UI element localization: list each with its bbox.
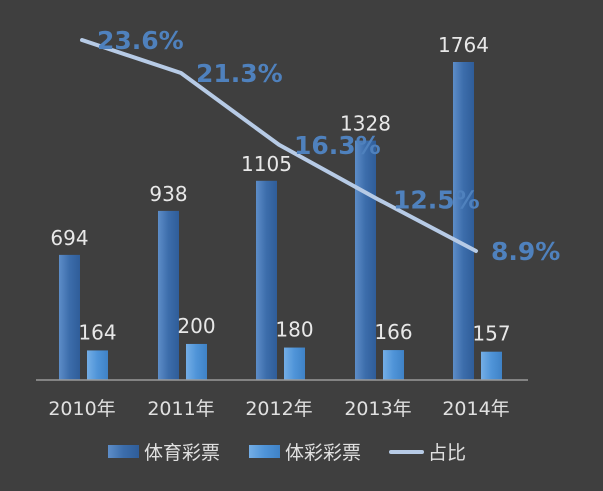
data-label-s1-4: 157 <box>472 322 510 346</box>
bar-体彩彩票-3 <box>383 350 404 380</box>
data-label-s2-1: 21.3% <box>196 59 283 88</box>
legend-label-2: 占比 <box>428 442 466 464</box>
data-label-s0-0: 694 <box>50 226 88 250</box>
line-series-占比 <box>80 38 478 253</box>
legend-label-0: 体育彩票 <box>144 442 220 464</box>
bar-体彩彩票-0 <box>87 350 108 380</box>
legend-swatch-1 <box>249 445 280 458</box>
bar-体育彩票-3 <box>355 140 376 380</box>
x-tick-label-3: 2013年 <box>344 398 411 420</box>
data-label-s1-1: 200 <box>177 314 215 338</box>
x-tick-label-4: 2014年 <box>442 398 509 420</box>
data-label-s0-1: 938 <box>149 182 187 206</box>
data-label-s1-2: 180 <box>275 318 313 342</box>
data-label-s2-0: 23.6% <box>97 26 184 55</box>
bar-体彩彩票-4 <box>481 351 502 380</box>
data-label-s1-3: 166 <box>374 320 412 344</box>
x-tick-label-0: 2010年 <box>48 398 115 420</box>
data-label-s0-4: 1764 <box>438 33 489 57</box>
bar-体育彩票-2 <box>256 180 277 380</box>
bar-体彩彩票-2 <box>284 347 305 380</box>
line-layer <box>80 38 478 253</box>
bar-体彩彩票-1 <box>186 343 207 380</box>
data-label-s2-2: 16.3% <box>294 131 381 160</box>
legend-label-1: 体彩彩票 <box>285 442 361 464</box>
bar-体育彩票-4 <box>453 62 474 380</box>
x-tick-label-2: 2012年 <box>245 398 312 420</box>
legend: 体育彩票 体彩彩票 占比 <box>108 442 466 464</box>
bars-layer <box>59 62 502 380</box>
data-label-s2-3: 12.5% <box>393 185 480 214</box>
bar-体育彩票-1 <box>158 210 179 380</box>
category-axis: 2010年 2011年 2012年 2013年 2014年 <box>48 398 509 420</box>
labels-layer: 694 164 938 200 1105 180 1328 166 1764 157 23.6% 21… <box>50 26 560 346</box>
data-label-s0-3: 1328 <box>340 112 391 136</box>
data-label-s0-2: 1105 <box>241 152 292 176</box>
x-tick-label-1: 2011年 <box>147 398 214 420</box>
data-label-s1-0: 164 <box>78 320 116 344</box>
bar-体育彩票-0 <box>59 254 80 380</box>
legend-swatch-0 <box>108 445 139 458</box>
data-label-s2-4: 8.9% <box>491 237 560 266</box>
